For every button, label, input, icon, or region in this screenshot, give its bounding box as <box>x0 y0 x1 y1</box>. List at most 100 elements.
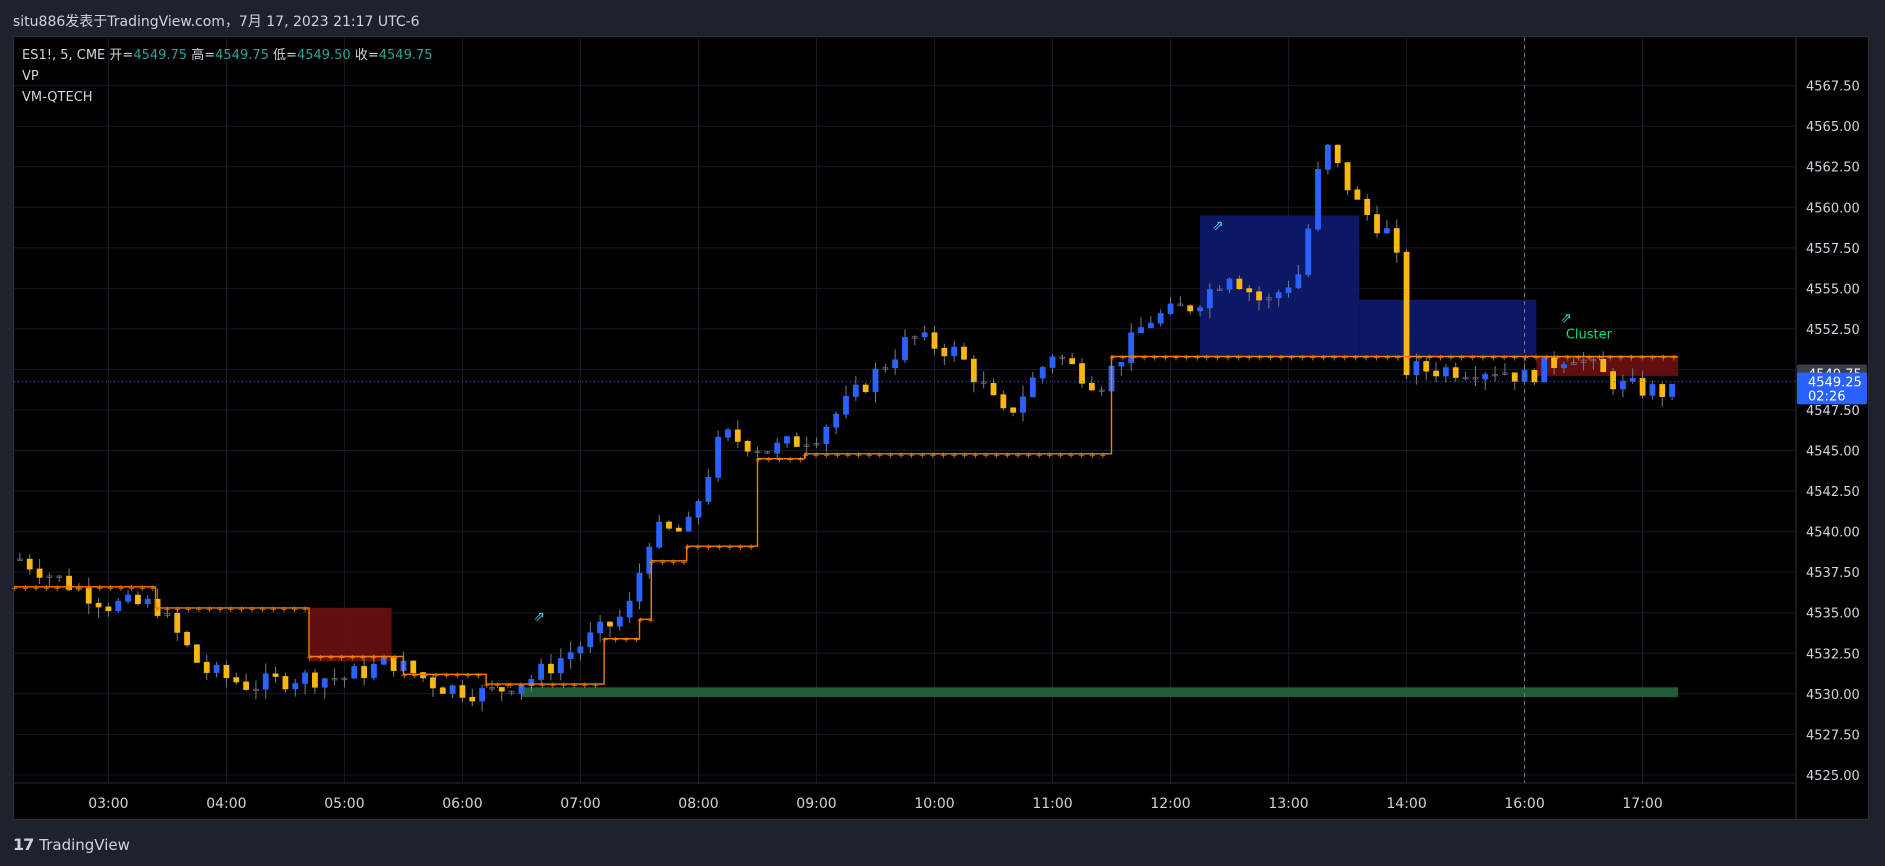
stepline-marker: + <box>411 671 419 681</box>
candle-body <box>1472 377 1479 380</box>
stepline-marker: + <box>1458 353 1466 363</box>
candle-body <box>902 337 908 361</box>
stepline-marker: + <box>716 543 724 553</box>
candle-body <box>1079 363 1085 384</box>
candle-body <box>1177 303 1184 307</box>
stepline-marker: + <box>560 681 568 691</box>
stepline-marker: + <box>1479 353 1487 363</box>
candle-body <box>85 587 92 604</box>
candle-body <box>734 429 741 442</box>
candle-body <box>1315 168 1321 230</box>
cluster-zone <box>1359 299 1537 357</box>
candle-body <box>1295 274 1302 289</box>
x-tick-label: 04:00 <box>206 796 246 812</box>
stepline-marker: + <box>227 605 235 615</box>
candle-body <box>685 516 692 532</box>
candle-body <box>1275 292 1282 299</box>
stepline-marker: + <box>726 543 734 553</box>
candle-body <box>695 500 702 518</box>
bottom-bar <box>0 820 1885 866</box>
price-chart[interactable]: + + + + + + + + + + + + + ++ + + + + + + + + + + + + + ++ + + + + + + + ++ +… <box>0 0 1885 820</box>
stepline-marker: + <box>797 456 805 466</box>
open-value: 4549.75 <box>133 48 188 63</box>
stepline-marker: + <box>1405 353 1413 363</box>
candle-body <box>1511 372 1518 382</box>
stepline-marker: + <box>1383 353 1391 363</box>
candle-body <box>1167 303 1174 314</box>
stepline-marker: + <box>1256 353 1264 363</box>
stepline-marker: + <box>391 654 399 664</box>
stepline-marker: + <box>705 543 713 553</box>
candle-body <box>1206 289 1213 309</box>
price-label-box <box>1797 372 1867 391</box>
tradingview-logo-icon: 17 <box>13 835 34 854</box>
stepline-marker: + <box>163 605 171 615</box>
stepline-marker: + <box>601 636 609 646</box>
candle-body <box>1541 357 1548 383</box>
indicator-vm-qtech[interactable]: VM-QTECH <box>22 90 93 105</box>
stepline-marker: + <box>464 671 472 681</box>
stepline-marker: + <box>1490 353 1498 363</box>
open-label: 开= <box>109 48 134 63</box>
stepline-marker: + <box>317 654 325 664</box>
candle-body <box>577 646 584 654</box>
stepline-marker: + <box>280 605 288 615</box>
candle-body <box>390 657 397 671</box>
stepline-marker: + <box>1596 353 1604 363</box>
candle-body <box>567 652 574 660</box>
candle-body <box>675 527 682 532</box>
candle-body <box>1088 382 1095 391</box>
stepline-marker: + <box>206 605 214 615</box>
candle-body <box>420 672 427 679</box>
stepline-marker: + <box>1151 353 1159 363</box>
candle-body <box>872 368 879 393</box>
stepline-marker: + <box>32 584 40 594</box>
candle-body <box>292 683 299 690</box>
candle-body <box>1334 144 1341 164</box>
candle-body <box>1157 313 1164 324</box>
candle-body <box>1285 287 1292 294</box>
symbol-label[interactable]: ES1!, 5, CME <box>22 48 106 63</box>
close-value: 4549.75 <box>378 48 433 63</box>
stepline-marker: + <box>659 558 667 568</box>
candle-body <box>1324 144 1331 170</box>
stepline-marker: + <box>581 681 589 691</box>
stepline-marker: + <box>504 681 512 691</box>
candle-body <box>1128 332 1135 363</box>
stepline-marker: + <box>174 605 182 615</box>
candle-body <box>538 663 545 680</box>
indicator-vp[interactable]: VP <box>22 69 39 84</box>
stepline-marker: + <box>855 451 863 461</box>
stepline-marker: + <box>1183 353 1191 363</box>
candle-body <box>1364 198 1371 215</box>
candle-body <box>990 383 997 396</box>
tradingview-brand[interactable]: 17 TradingView <box>13 835 130 854</box>
y-tick-label: 4565.00 <box>1806 120 1860 135</box>
stepline-indicator <box>14 355 1678 685</box>
stepline-marker: + <box>865 451 873 461</box>
stepline-marker: + <box>1088 451 1096 461</box>
stepline-marker: + <box>149 584 157 594</box>
stepline-marker: + <box>887 451 895 461</box>
candle-body <box>1590 358 1597 362</box>
candle-body <box>331 678 338 681</box>
candle-body <box>1187 305 1194 312</box>
candle-body <box>587 632 594 648</box>
close-label: 收= <box>354 48 379 63</box>
stepline-marker: + <box>269 605 277 615</box>
stepline-marker: + <box>982 451 990 461</box>
stepline-marker: + <box>776 456 784 466</box>
candle-body <box>921 332 928 338</box>
stepline-marker: + <box>648 558 656 568</box>
stepline-marker: + <box>153 605 161 615</box>
candle-body <box>1492 373 1498 377</box>
candle-body <box>380 657 387 665</box>
stepline-marker: + <box>1426 353 1434 363</box>
stepline-marker: + <box>1014 451 1022 461</box>
stepline-marker: + <box>1078 451 1086 461</box>
stepline-marker: + <box>11 584 19 594</box>
stepline-marker: + <box>1099 451 1107 461</box>
candle-body <box>361 666 368 678</box>
stepline-marker: + <box>349 654 357 664</box>
stepline-marker: + <box>475 671 483 681</box>
